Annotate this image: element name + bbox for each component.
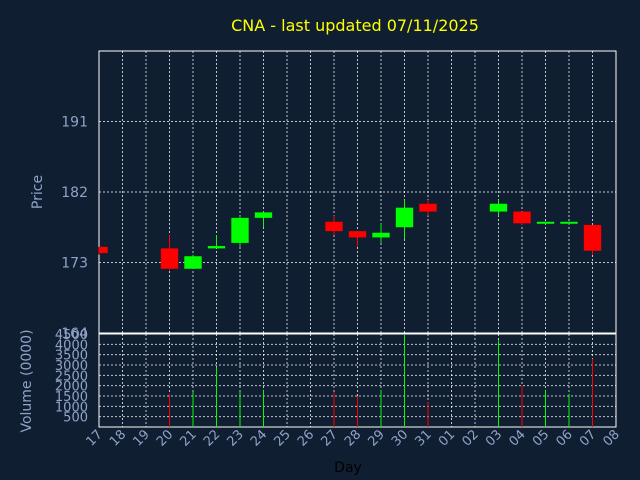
- candle-body: [419, 203, 437, 212]
- candle-body: [489, 203, 508, 212]
- candle-body: [560, 221, 578, 224]
- x-tick-label: 05: [530, 427, 552, 449]
- x-tick-label: 08: [601, 427, 623, 449]
- x-tick-label: 23: [225, 427, 247, 449]
- x-tick-label: 18: [107, 427, 129, 449]
- volume-tick-label: 1000: [55, 400, 88, 415]
- x-tick-label: 31: [413, 427, 435, 449]
- candle-body: [207, 246, 226, 249]
- volume-tick-label: 1500: [55, 390, 88, 405]
- x-tick-labels: 17 18 19 20 21 22 23 24 25 26 27 28 29 30 31 01 02 03 04 05…: [84, 427, 623, 449]
- x-tick-label: 20: [154, 427, 176, 449]
- x-tick-label: 26: [295, 427, 317, 449]
- x-tick-label: 03: [483, 427, 505, 449]
- x-tick-label: 30: [389, 427, 411, 449]
- price-grid: [99, 51, 616, 334]
- volume-tick-label: 500: [63, 411, 88, 426]
- x-tick-label: 19: [131, 427, 153, 449]
- candle-body: [254, 212, 273, 218]
- candle-body: [160, 248, 179, 269]
- candle-body: [184, 256, 202, 269]
- price-tick-label: 173: [61, 256, 88, 272]
- price-tick-labels: 164 173 182 191: [61, 115, 88, 343]
- x-tick-label: 21: [178, 427, 200, 449]
- candle-body: [372, 232, 390, 238]
- volume-tick-label: 4000: [55, 338, 88, 353]
- volume-bars: [169, 334, 593, 427]
- volume-tick-label: 2500: [55, 369, 88, 384]
- candle-body: [99, 246, 108, 254]
- candle-body: [325, 221, 343, 232]
- x-tick-label: 28: [342, 427, 364, 449]
- x-tick-label: 27: [319, 427, 341, 449]
- x-axis-label: Day: [334, 460, 362, 476]
- volume-tick-label: 3500: [55, 349, 88, 364]
- x-tick-label: 17: [84, 427, 106, 449]
- candles: [98, 199, 602, 271]
- x-tick-label: 02: [460, 427, 482, 449]
- candle-body: [395, 207, 414, 228]
- x-tick-label: 06: [554, 427, 576, 449]
- candle-body: [536, 221, 555, 224]
- price-tick-label: 191: [61, 115, 88, 131]
- volume-axis-label: Volume (0000): [19, 329, 35, 432]
- candle-body: [348, 231, 367, 238]
- candle-body: [231, 217, 249, 243]
- price-panel: 164 173 182 191 Price: [30, 50, 617, 343]
- price-axis-label: Price: [30, 175, 46, 209]
- volume-tick-label: 3000: [55, 359, 88, 374]
- price-tick-label: 182: [61, 185, 88, 201]
- x-tick-label: 29: [366, 427, 388, 449]
- chart-title: CNA - last updated 07/11/2025: [231, 16, 479, 35]
- x-tick-label: 24: [248, 427, 270, 449]
- x-tick-label: 25: [272, 427, 294, 449]
- x-tick-label: 22: [201, 427, 223, 449]
- volume-tick-label: 2000: [55, 380, 88, 395]
- volume-tick-label: 4500: [55, 328, 88, 343]
- x-tick-label: 04: [507, 427, 529, 449]
- x-tick-label: 07: [577, 427, 599, 449]
- candle-body: [513, 211, 531, 224]
- price-plot-frame: [98, 50, 617, 334]
- candle-body: [583, 224, 602, 251]
- x-tick-label: 01: [436, 427, 458, 449]
- price-tick-label: 164: [61, 326, 88, 342]
